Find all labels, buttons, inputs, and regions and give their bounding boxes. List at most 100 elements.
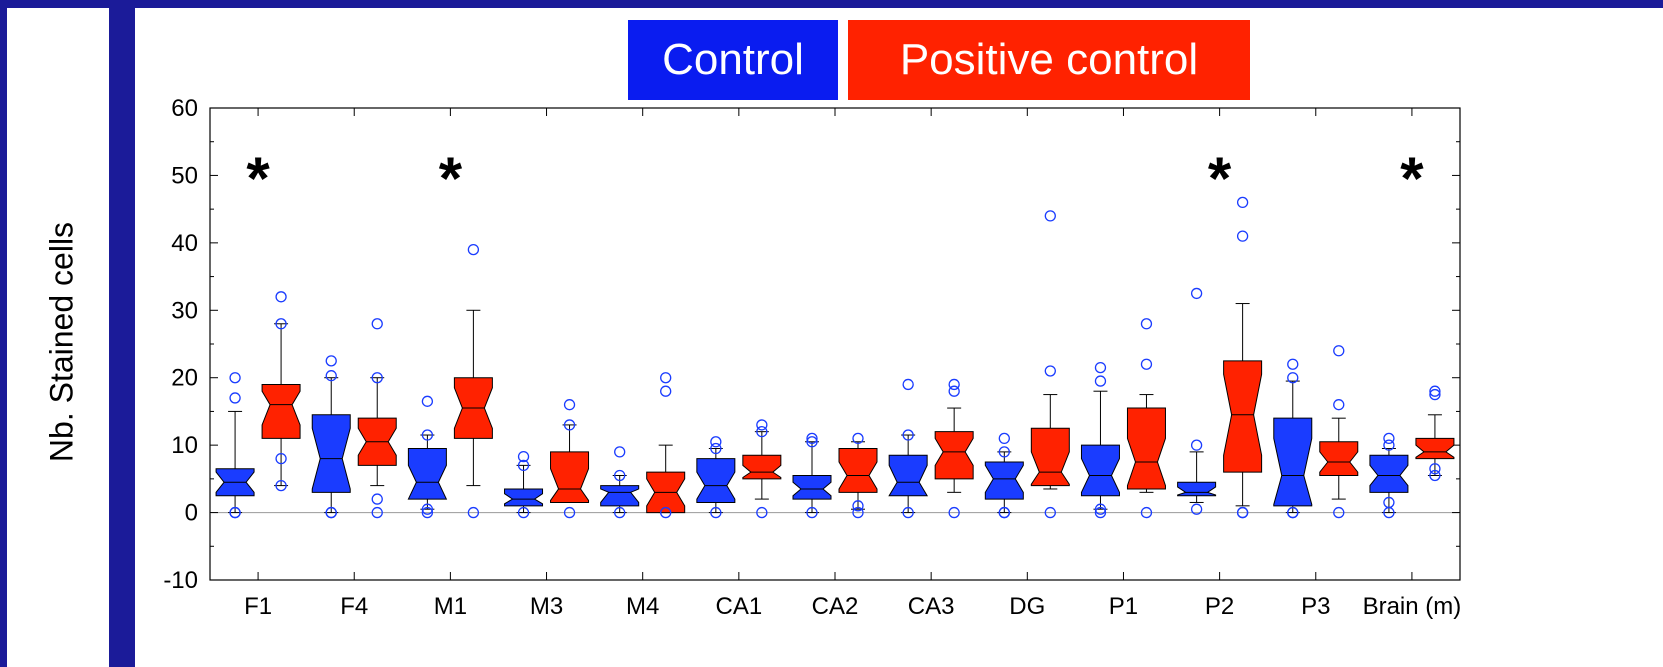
notched-box [1223,360,1263,473]
outlier-point [1333,506,1345,519]
outlier-point [1236,230,1249,242]
outlier-point [563,419,576,431]
y-tick-label: 20 [171,365,198,392]
outlier-point [1094,506,1107,519]
x-tick-label: P1 [1109,593,1138,620]
x-tick-label: DG [1009,593,1045,620]
notched-box [1369,454,1409,493]
outlier-point [948,506,960,519]
outlier-point [1236,196,1249,209]
significance-star: * [246,145,270,212]
legend-positive-control-label: Positive control [899,35,1199,84]
outlier-point [998,432,1010,445]
outlier-point [852,500,864,512]
outlier-point [1094,375,1107,387]
outlier-point [710,506,722,519]
y-tick-label: 30 [171,297,198,324]
outlier-point [467,243,480,256]
y-axis-label-panel: Nb. Stained cells [7,8,109,667]
outlier-point [614,469,626,482]
notched-box [1080,444,1120,497]
notched-box [696,458,736,503]
outlier-point [1383,496,1395,509]
outlier-point [325,370,337,382]
outlier-point [902,429,914,441]
notched-box [407,448,448,500]
x-tick-label: P2 [1205,593,1234,620]
outlier-point [467,506,480,519]
x-tick-label: F1 [244,593,272,620]
outlier-point [371,493,383,505]
outlier-point [998,506,1010,519]
outlier-point [517,459,530,472]
outlier-point [1287,372,1299,384]
y-tick-label: 60 [171,95,198,122]
legend-positive-control: Positive control [848,20,1250,100]
notched-box [742,454,782,480]
outlier-point [1287,506,1299,519]
legend-control: Control [628,20,838,100]
outlier-point [1383,439,1395,451]
outlier-point [229,372,241,384]
outlier-point [1190,439,1203,451]
outlier-point [1140,318,1153,330]
outlier-point [371,372,383,384]
outlier-point [1429,463,1441,475]
outlier-point [275,479,287,492]
outlier-point [660,506,672,519]
notched-box [934,431,974,480]
notched-box [504,488,544,507]
outlier-point [1190,287,1203,300]
outlier-point [1044,506,1056,519]
notched-box [1177,481,1217,497]
outlier-point [1094,503,1107,515]
outlier-point [1190,503,1203,515]
notched-box [600,485,640,507]
outlier-point [421,506,434,519]
outlier-point [756,506,768,519]
outlier-point [660,372,672,384]
outlier-point [275,291,287,303]
outlier-point [563,399,576,411]
outlier-point [421,503,434,515]
outlier-point [998,446,1010,458]
notched-box [1126,407,1166,490]
x-tick-label: CA1 [716,593,763,620]
outlier-point [806,436,818,448]
outlier-point [1429,388,1441,401]
outlier-point [325,506,337,519]
x-tick-label: CA3 [908,593,955,620]
outlier-point [517,506,530,519]
chart-panel [135,8,1663,667]
outlier-point [517,450,530,463]
outlier-point [371,506,383,519]
outlier-point [614,446,626,458]
outlier-point [948,385,960,397]
outlier-point [1333,345,1345,357]
notched-box [550,451,590,503]
outlier-point [902,378,914,391]
notched-box [792,474,832,500]
notched-box [984,461,1024,500]
outlier-point [275,318,287,330]
notched-box [1030,427,1070,487]
outlier-point [806,432,818,445]
notched-box [1273,417,1313,507]
outlier-point [421,429,434,441]
x-tick-label: F4 [340,593,368,620]
outlier-point [660,385,672,397]
outlier-point [1429,385,1441,397]
outlier-point [563,506,576,519]
outlier-point [1140,358,1153,370]
x-tick-label: M1 [434,593,467,620]
outlier-point [852,506,864,519]
outlier-point [614,506,626,519]
y-tick-label: -10 [163,567,198,594]
notched-box [311,414,351,493]
significance-star: * [439,145,463,212]
outlier-point [806,506,818,519]
outlier-point [852,432,864,445]
significance-star: * [1400,145,1424,212]
outlier-point [710,436,722,448]
